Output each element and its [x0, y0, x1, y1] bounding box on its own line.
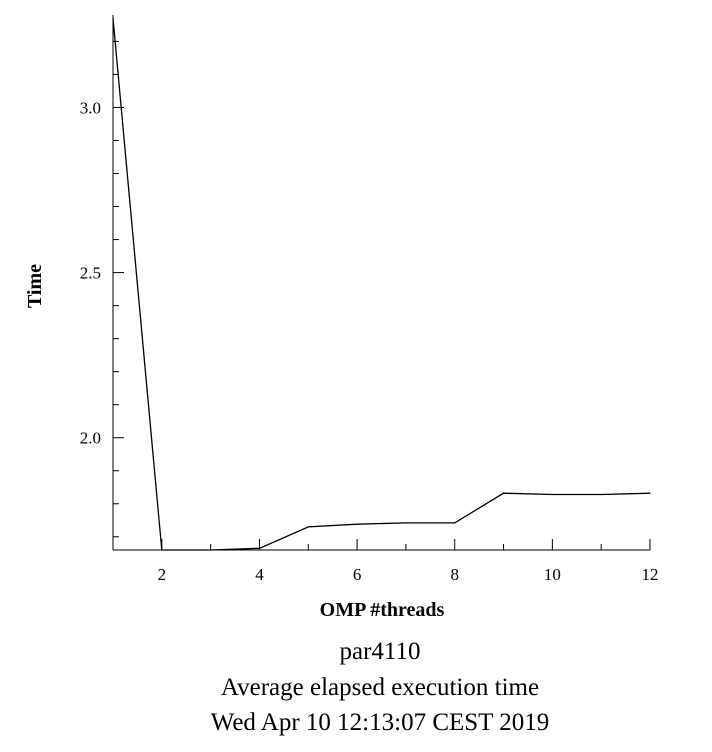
- x-axis-title: OMP #threads: [320, 599, 445, 621]
- x-tick-label: 6: [353, 565, 362, 584]
- x-tick-label: 2: [158, 565, 167, 584]
- data-point: [405, 522, 407, 524]
- line-chart: 2 4 6 8 10 12 2.0 2.5 3.0 OMP #threads Time: [24, 15, 659, 621]
- series-group: [112, 17, 651, 551]
- x-tick-label: 4: [255, 565, 264, 584]
- y-tick-label: 3.0: [80, 98, 101, 117]
- x-tick-label: 12: [642, 565, 659, 584]
- data-point: [161, 549, 163, 551]
- caption-line-2: Average elapsed execution time: [220, 674, 540, 701]
- data-point: [551, 493, 553, 496]
- data-point: [307, 526, 309, 528]
- y-tick-label: 2.0: [80, 429, 101, 448]
- data-point: [600, 493, 602, 496]
- data-point: [649, 492, 651, 494]
- caption-line-1: par4110: [339, 638, 421, 665]
- y-tick-label: 2.5: [80, 264, 101, 283]
- data-point: [210, 549, 212, 551]
- caption-line-3: Wed Apr 10 12:13:07 CEST 2019: [210, 709, 550, 736]
- data-point: [454, 522, 456, 524]
- x-tick-label: 10: [544, 565, 561, 584]
- y-axis-title: Time: [24, 264, 46, 308]
- y-ticks: 2.0 2.5 3.0: [80, 40, 124, 538]
- data-point: [356, 523, 358, 525]
- x-tick-label: 8: [450, 565, 459, 584]
- x-ticks: 2 4 6 8 10 12: [112, 539, 659, 584]
- data-point: [502, 492, 505, 494]
- axes: [112, 15, 650, 551]
- data-point: [112, 17, 114, 19]
- series-line: [112, 18, 651, 551]
- data-point: [258, 547, 261, 549]
